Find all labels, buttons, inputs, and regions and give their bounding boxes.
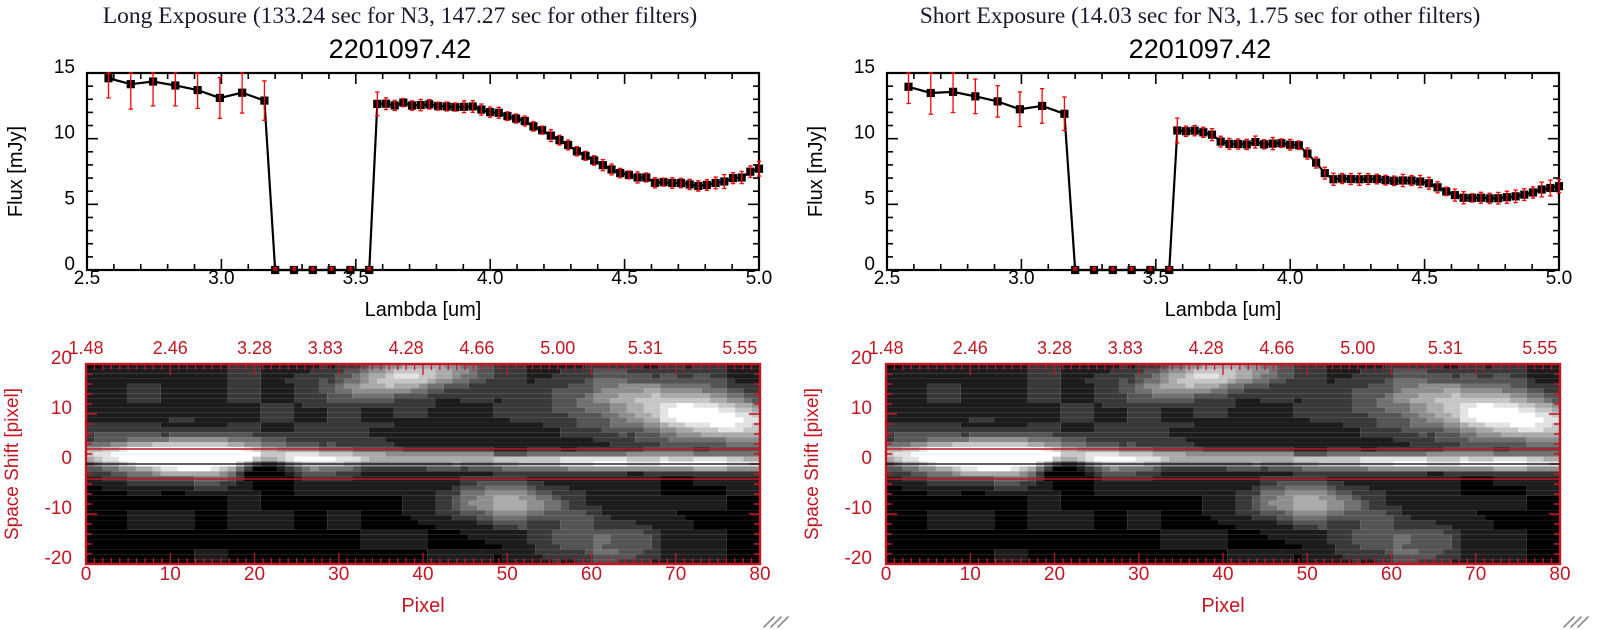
svg-text:1.48: 1.48 bbox=[868, 338, 903, 358]
svg-text:3.28: 3.28 bbox=[237, 338, 272, 358]
svg-text:4.0: 4.0 bbox=[1277, 268, 1303, 289]
svg-text:0: 0 bbox=[81, 564, 92, 585]
svg-text:70: 70 bbox=[1465, 564, 1486, 585]
svg-text:3.5: 3.5 bbox=[1143, 268, 1169, 289]
svg-text:0: 0 bbox=[64, 254, 75, 275]
svg-text:2201097.42: 2201097.42 bbox=[329, 34, 472, 64]
svg-text:Flux [mJy]: Flux [mJy] bbox=[805, 126, 827, 217]
svg-text:5: 5 bbox=[64, 188, 75, 209]
svg-text:4.0: 4.0 bbox=[477, 268, 503, 289]
svg-text:4.66: 4.66 bbox=[1259, 338, 1294, 358]
svg-text:2.5: 2.5 bbox=[74, 268, 100, 289]
svg-text:10: 10 bbox=[960, 564, 981, 585]
svg-text:80: 80 bbox=[749, 564, 770, 585]
svg-text:70: 70 bbox=[665, 564, 686, 585]
svg-text:-20: -20 bbox=[45, 548, 72, 569]
svg-text:Lambda [um]: Lambda [um] bbox=[365, 299, 482, 321]
svg-text:5.31: 5.31 bbox=[628, 338, 663, 358]
svg-text:5.31: 5.31 bbox=[1428, 338, 1463, 358]
svg-text:10: 10 bbox=[51, 398, 72, 419]
svg-text:3.28: 3.28 bbox=[1037, 338, 1072, 358]
svg-text:0: 0 bbox=[864, 254, 875, 275]
svg-text:50: 50 bbox=[497, 564, 518, 585]
svg-text:2.46: 2.46 bbox=[153, 338, 188, 358]
svg-text:3.5: 3.5 bbox=[343, 268, 369, 289]
svg-text:3.0: 3.0 bbox=[1008, 268, 1034, 289]
svg-text:10: 10 bbox=[851, 398, 872, 419]
svg-text:4.66: 4.66 bbox=[459, 338, 494, 358]
svg-text:4.5: 4.5 bbox=[611, 268, 637, 289]
svg-text:2.5: 2.5 bbox=[874, 268, 900, 289]
svg-text:Pixel: Pixel bbox=[401, 595, 444, 617]
svg-text:3.83: 3.83 bbox=[1108, 338, 1143, 358]
svg-text:5.00: 5.00 bbox=[540, 338, 575, 358]
svg-text:60: 60 bbox=[1381, 564, 1402, 585]
svg-text:40: 40 bbox=[412, 564, 433, 585]
svg-text:Long Exposure (133.24 sec for: Long Exposure (133.24 sec for N3, 147.27… bbox=[103, 3, 698, 29]
svg-text:5: 5 bbox=[864, 188, 875, 209]
svg-text:Space Shift [pixel]: Space Shift [pixel] bbox=[802, 388, 823, 540]
svg-text:10: 10 bbox=[54, 123, 75, 144]
svg-text:-20: -20 bbox=[845, 548, 872, 569]
svg-text:1.48: 1.48 bbox=[68, 338, 103, 358]
svg-text:15: 15 bbox=[54, 57, 75, 78]
svg-text:-10: -10 bbox=[845, 498, 872, 519]
svg-text:Short Exposure (14.03 sec for: Short Exposure (14.03 sec for N3, 1.75 s… bbox=[920, 3, 1481, 29]
svg-text:5.0: 5.0 bbox=[1546, 268, 1572, 289]
svg-text:15: 15 bbox=[854, 57, 875, 78]
svg-text:80: 80 bbox=[1549, 564, 1570, 585]
svg-text:50: 50 bbox=[1297, 564, 1318, 585]
svg-text:2.46: 2.46 bbox=[953, 338, 988, 358]
svg-text:Lambda [um]: Lambda [um] bbox=[1165, 299, 1282, 321]
svg-text:5.55: 5.55 bbox=[1522, 338, 1557, 358]
svg-text:5.55: 5.55 bbox=[722, 338, 757, 358]
svg-text:0: 0 bbox=[861, 448, 872, 469]
svg-text:60: 60 bbox=[581, 564, 602, 585]
svg-text:0: 0 bbox=[61, 448, 72, 469]
svg-text:20: 20 bbox=[244, 564, 265, 585]
svg-text:4.28: 4.28 bbox=[1189, 338, 1224, 358]
svg-text:0: 0 bbox=[881, 564, 892, 585]
svg-text:10: 10 bbox=[854, 123, 875, 144]
svg-text:5.00: 5.00 bbox=[1340, 338, 1375, 358]
svg-text:10: 10 bbox=[160, 564, 181, 585]
svg-text:40: 40 bbox=[1212, 564, 1233, 585]
svg-text:4.28: 4.28 bbox=[389, 338, 424, 358]
svg-text:20: 20 bbox=[1044, 564, 1065, 585]
svg-text:3.0: 3.0 bbox=[208, 268, 234, 289]
svg-text:-10: -10 bbox=[45, 498, 72, 519]
svg-text:4.5: 4.5 bbox=[1411, 268, 1437, 289]
svg-text:2201097.42: 2201097.42 bbox=[1129, 34, 1272, 64]
svg-text:3.83: 3.83 bbox=[308, 338, 343, 358]
svg-text:30: 30 bbox=[328, 564, 349, 585]
svg-text:30: 30 bbox=[1128, 564, 1149, 585]
svg-text:Space Shift [pixel]: Space Shift [pixel] bbox=[2, 388, 23, 540]
svg-text:5.0: 5.0 bbox=[746, 268, 772, 289]
svg-text:Pixel: Pixel bbox=[1201, 595, 1244, 617]
svg-text:Flux [mJy]: Flux [mJy] bbox=[5, 126, 27, 217]
